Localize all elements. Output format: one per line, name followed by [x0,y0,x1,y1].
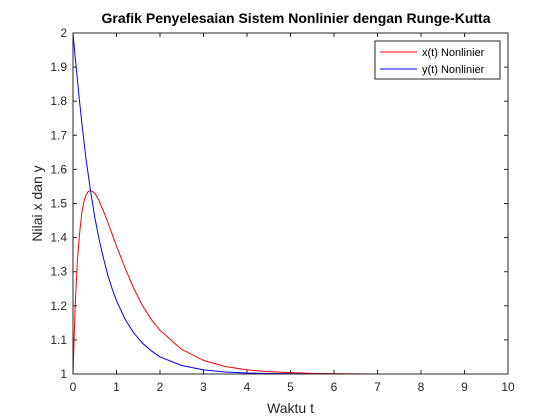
y-tick-label: 1.3 [50,265,67,279]
y-tick-label: 1.9 [50,60,67,74]
y-tick-label: 2 [60,26,67,40]
y-tick-label: 1.6 [50,162,67,176]
x-tick-label: 3 [200,380,207,394]
x-tick-label: 1 [113,380,120,394]
legend-label-x: x(t) Nonlinier [422,47,485,59]
y-tick-label: 1.1 [50,333,67,347]
series-line-x [72,190,508,375]
x-tick-label: 10 [501,380,515,394]
y-axis-label: Nilai x dan y [29,165,45,241]
chart-title: Grafik Penyelesaian Sistem Nonlinier den… [102,10,491,26]
x-tick-label: 7 [374,380,381,394]
y-tick-label: 1.4 [50,231,67,245]
legend-box [374,40,501,80]
y-tick-label: 1.5 [50,197,67,211]
y-tick-label: 1.8 [50,94,67,108]
y-tick-label: 1.2 [50,299,67,313]
y-tick-label: 1 [60,367,67,381]
x-tick-label: 9 [461,380,468,394]
x-tick-label: 6 [331,380,338,394]
x-tick-label: 8 [418,380,425,394]
ticks-layer: 0 1 2 3 4 5 6 7 8 9 1011.11.21.31.41.51.61.71.81.9… [50,26,515,394]
x-tick-label: 0 [70,380,77,394]
x-tick-label: 4 [244,380,251,394]
legend-label-y: y(t) Nonlinier [422,64,485,76]
legend: x(t) Nonlinier y(t) Nonlinier [374,40,501,80]
plot-area [73,33,508,374]
x-tick-label: 2 [157,380,164,394]
x-tick-label: 5 [287,380,294,394]
x-axis-label: Waktu t [267,400,314,416]
y-tick-label: 1.7 [50,128,67,142]
